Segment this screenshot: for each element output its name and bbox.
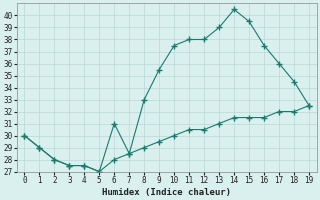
X-axis label: Humidex (Indice chaleur): Humidex (Indice chaleur): [102, 188, 231, 197]
